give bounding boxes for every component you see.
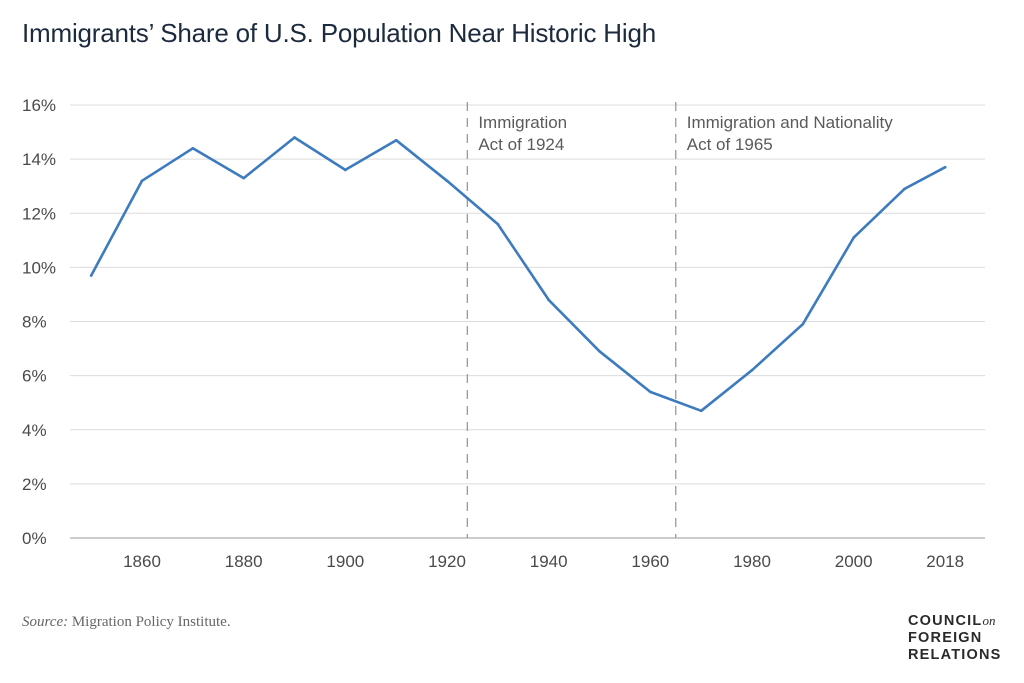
x-axis-ticks: 1860 1880 1900 1920 1940 1960 1980 2000 2018 — [123, 552, 964, 571]
y-tick-label: 2% — [22, 475, 47, 494]
series-layer — [89, 136, 947, 413]
x-tick-label: 2000 — [835, 552, 873, 571]
logo-line1: COUNCIL — [908, 613, 983, 629]
x-tick-label: 1860 — [123, 552, 161, 571]
y-tick-label: 14% — [22, 150, 56, 169]
series-line — [89, 136, 947, 413]
annotation-label: Immigration and Nationality — [687, 113, 893, 132]
x-tick-label: 1940 — [530, 552, 568, 571]
x-tick-label: 1920 — [428, 552, 466, 571]
data-point — [852, 236, 855, 239]
data-point — [598, 349, 601, 353]
data-point — [903, 187, 906, 191]
data-point — [496, 222, 500, 226]
x-tick-label: 1960 — [631, 552, 669, 571]
data-point — [801, 322, 805, 326]
logo-line3: RELATIONS — [908, 647, 1002, 663]
data-point — [943, 165, 947, 169]
grid-lines — [70, 104, 985, 539]
data-point — [649, 390, 652, 394]
y-tick-label: 16% — [22, 96, 56, 115]
annotations: Immigration Act of 1924 Immigration and Na… — [466, 102, 893, 538]
y-tick-label: 0% — [22, 529, 47, 548]
logo-on: on — [982, 613, 996, 628]
y-tick-label: 6% — [22, 367, 47, 386]
data-point — [547, 298, 550, 302]
data-point — [750, 368, 754, 372]
y-axis-ticks: 0% 2% 4% 6% 8% 10% 12% 14% 16% — [22, 96, 56, 548]
chart-title: Immigrants’ Share of U.S. Population Nea… — [22, 18, 656, 48]
data-point — [394, 138, 398, 142]
y-tick-label: 10% — [22, 258, 56, 277]
x-tick-label: 2018 — [926, 552, 964, 571]
data-point — [242, 176, 245, 180]
data-point — [140, 179, 144, 183]
cfr-logo: COUNCILon FOREIGN RELATIONS — [908, 612, 1002, 664]
source-label: Source: — [22, 614, 69, 630]
data-point — [445, 179, 449, 183]
y-tick-label: 4% — [22, 421, 47, 440]
x-tick-label: 1900 — [326, 552, 364, 571]
x-tick-label: 1880 — [225, 552, 263, 571]
y-tick-label: 12% — [22, 204, 56, 223]
source-note: Source: Migration Policy Institute. — [22, 614, 231, 631]
data-point — [191, 147, 195, 150]
annotation-label: Act of 1965 — [687, 135, 773, 154]
annotation-label: Immigration — [478, 113, 567, 132]
data-point — [89, 274, 93, 277]
logo-line2: FOREIGN — [908, 630, 983, 646]
data-point — [293, 136, 296, 139]
data-point — [344, 168, 347, 172]
y-tick-label: 8% — [22, 313, 47, 332]
source-text: Migration Policy Institute. — [71, 614, 231, 630]
annotation-label: Act of 1924 — [478, 135, 564, 154]
data-point — [699, 409, 703, 413]
x-tick-label: 1980 — [733, 552, 771, 571]
